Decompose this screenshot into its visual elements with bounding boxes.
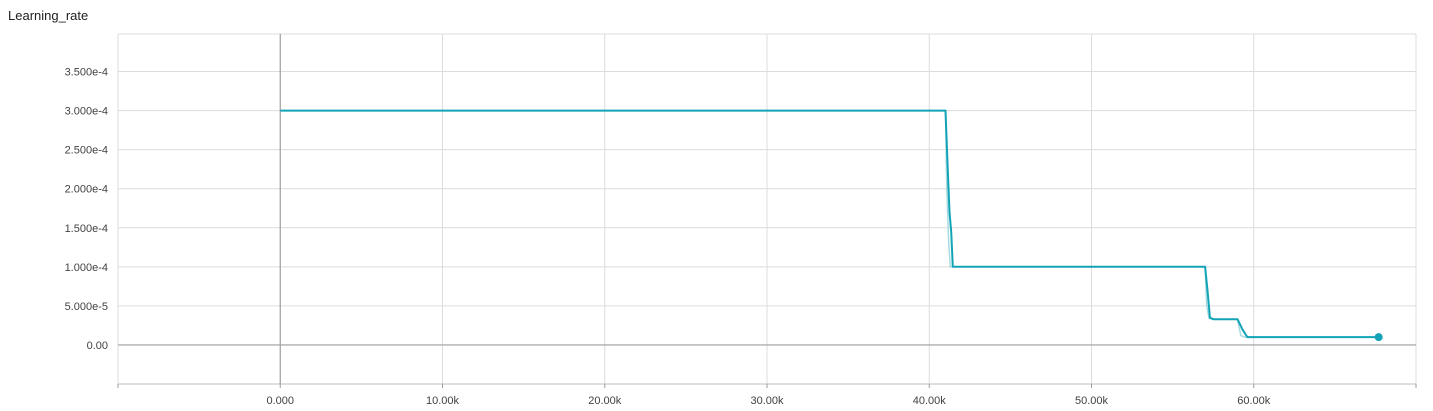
y-tick-label: 2.000e-4 bbox=[65, 184, 108, 196]
x-tick-label: 60.00k bbox=[1237, 395, 1271, 407]
last-point-marker bbox=[1374, 333, 1383, 342]
grid-layer bbox=[117, 33, 1417, 385]
y-tick-label: 0.00 bbox=[87, 340, 108, 352]
y-tick-label: 1.500e-4 bbox=[65, 223, 108, 235]
y-tick-label: 3.000e-4 bbox=[65, 106, 108, 118]
y-tick-label: 3.500e-4 bbox=[65, 67, 108, 79]
x-tick-label: 20.00k bbox=[588, 395, 622, 407]
y-tick-label: 1.000e-4 bbox=[65, 262, 108, 274]
series-line bbox=[280, 109, 1379, 339]
x-tick-label: 0.000 bbox=[266, 395, 294, 407]
x-tick-label: 10.00k bbox=[426, 395, 460, 407]
x-tick-label: 50.00k bbox=[1075, 395, 1109, 407]
y-tick-label: 2.500e-4 bbox=[65, 145, 108, 157]
y-tick-label: 5.000e-5 bbox=[65, 301, 108, 313]
x-tick-label: 40.00k bbox=[913, 395, 947, 407]
tick-labels: 0.000 10.00k 20.00k 30.00k 40.00k 50.00k 60.00… bbox=[65, 67, 1271, 408]
series-layer bbox=[280, 109, 1383, 342]
chart-title: Learning_rate bbox=[8, 8, 89, 23]
x-tick-label: 30.00k bbox=[750, 395, 784, 407]
raw-series-line bbox=[280, 109, 1379, 338]
axis-layer bbox=[117, 34, 1417, 388]
